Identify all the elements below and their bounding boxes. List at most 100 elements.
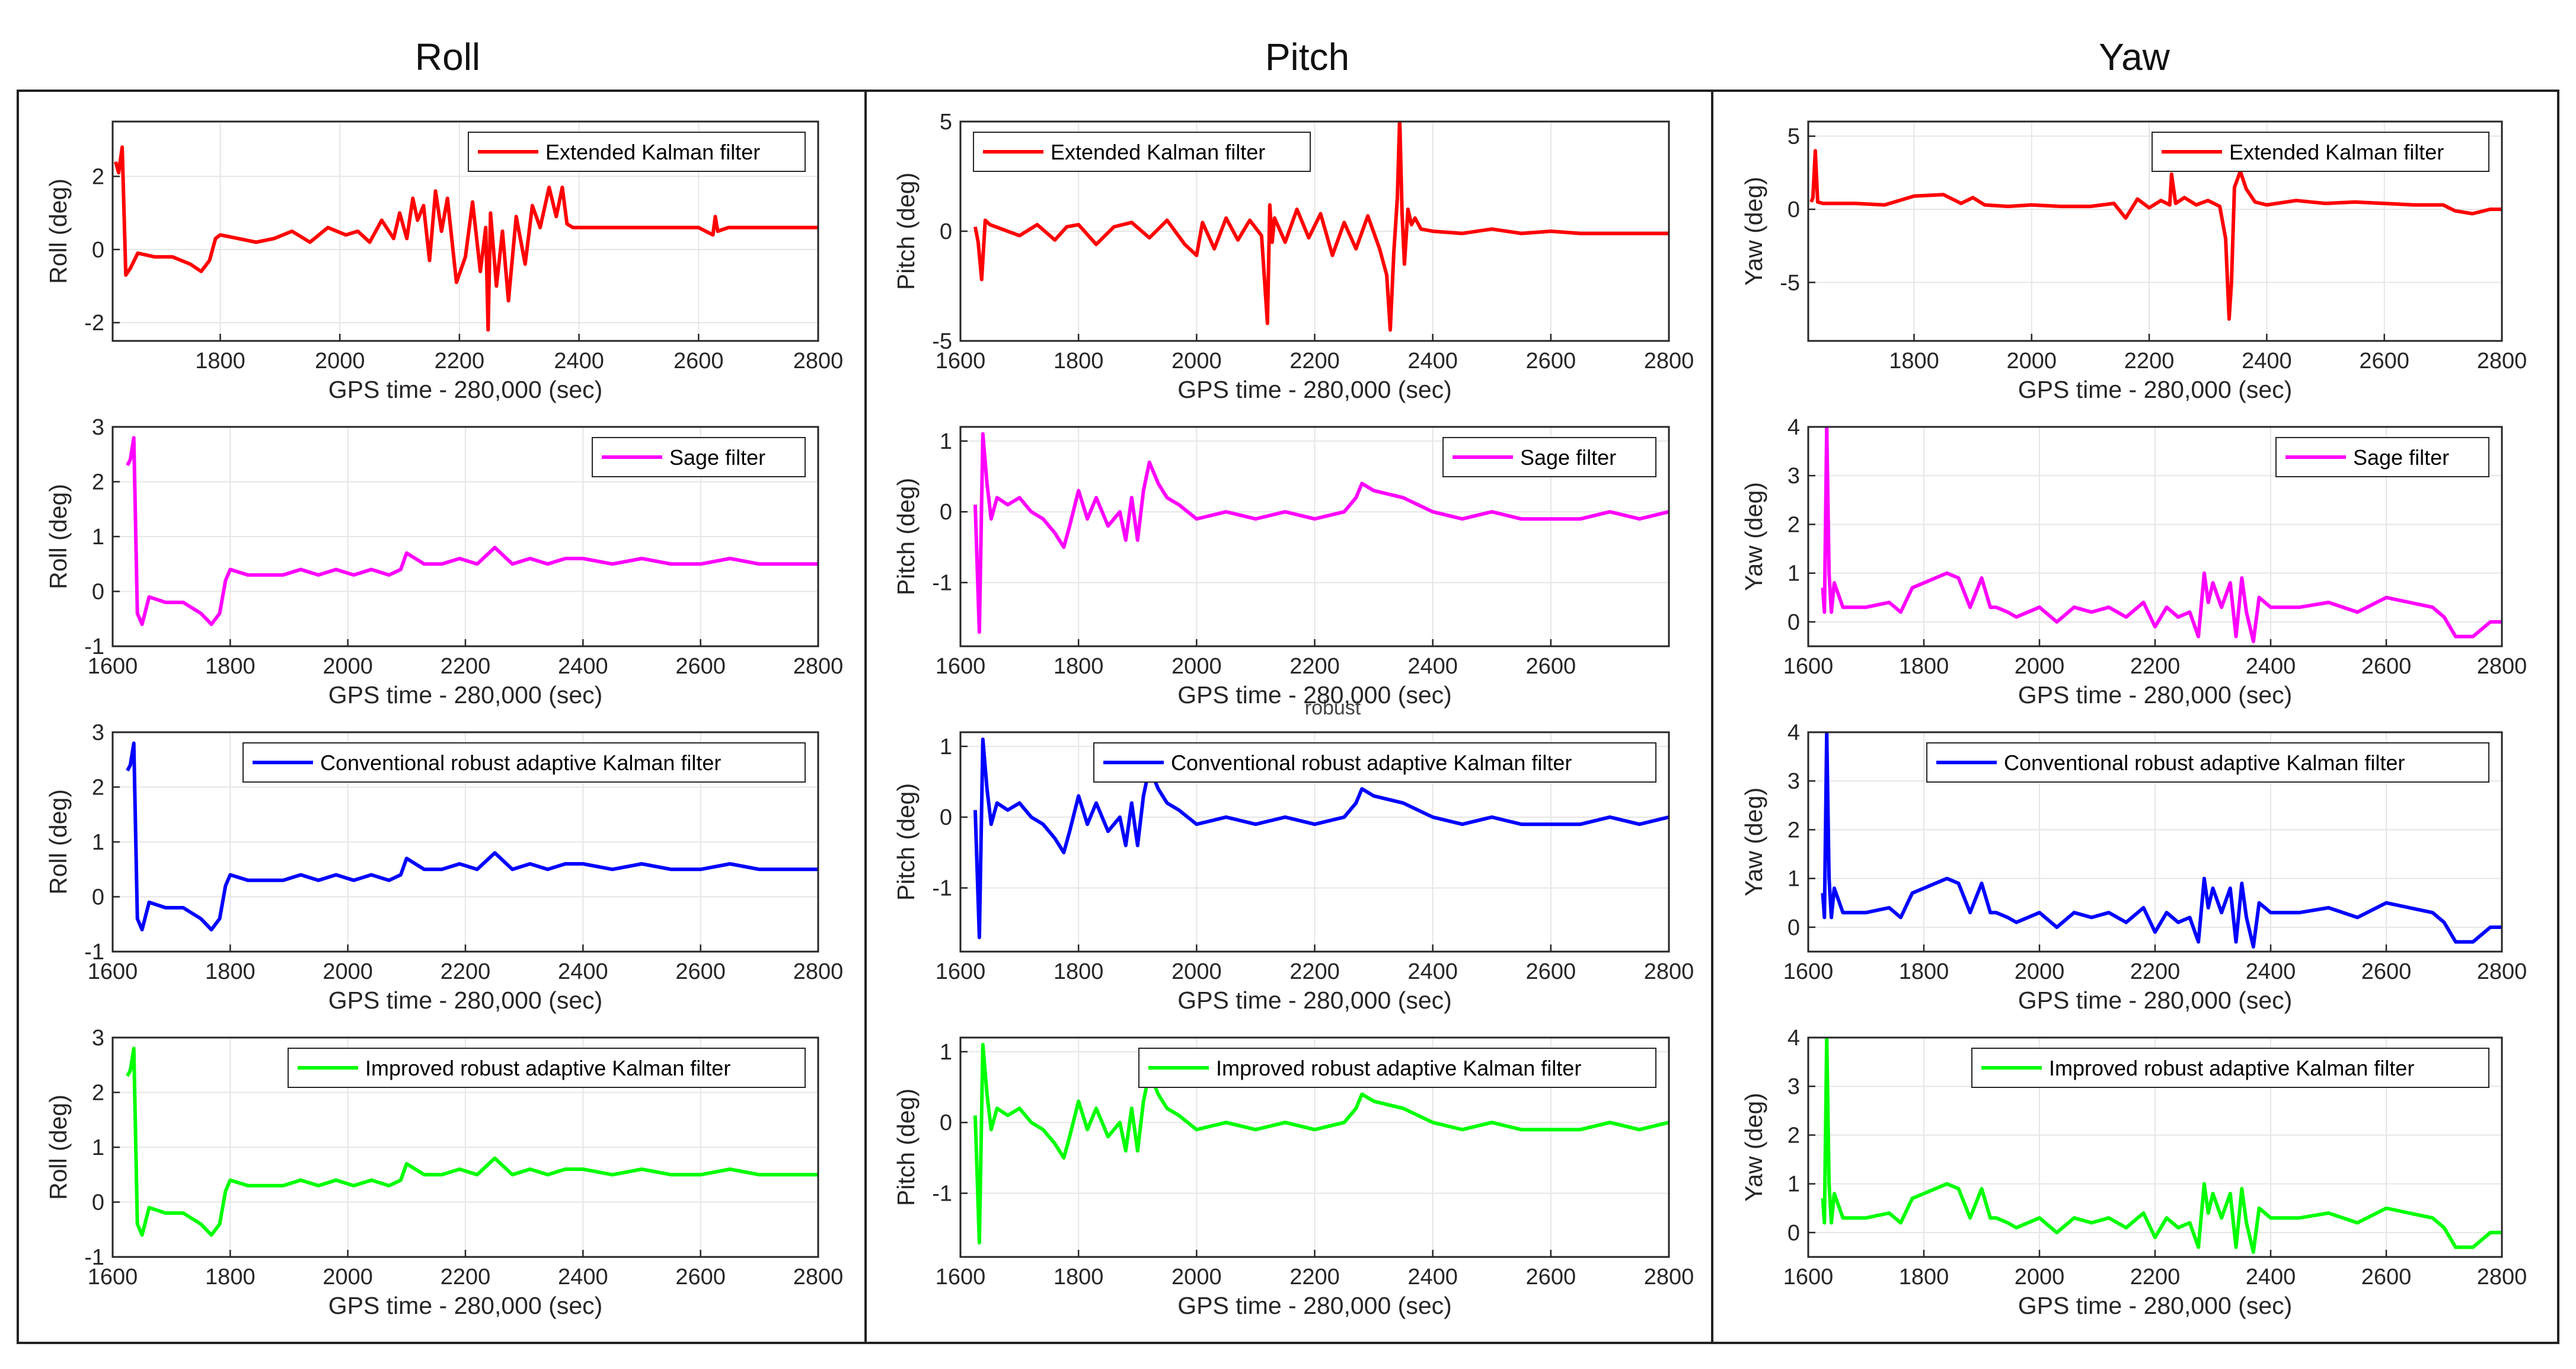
roll-irakf-xlabel: GPS time - 280,000 (sec) (328, 1292, 603, 1319)
yaw-sage-ytick-label: 1 (1787, 561, 1800, 586)
pitch-irakf-xlabel: GPS time - 280,000 (sec) (1177, 1292, 1452, 1319)
roll-ekf-ytick-label: -2 (84, 311, 104, 336)
roll-crakf-xtick-label: 1600 (88, 959, 138, 984)
roll-crakf-axes-box (111, 731, 819, 953)
roll-ekf-series-line (114, 145, 818, 332)
pitch-sage-series-line (973, 432, 1669, 634)
roll-crakf-xtick-label: 2400 (558, 959, 608, 984)
yaw-irakf-legend-box (1971, 1048, 2489, 1088)
yaw-irakf-xtick-label: 2400 (2246, 1265, 2296, 1290)
roll-sage-xtick-label: 2000 (323, 654, 373, 679)
pitch-ekf-xtick-label: 2000 (1172, 349, 1222, 374)
pitch-crakf-xtick-label: 2000 (1172, 959, 1222, 984)
pitch-crakf-chart: 1600 1800 2000 2200 2400 2600 2800 -1 0 1 GPS time… (892, 731, 1694, 1014)
roll-irakf-xtick-label: 2400 (558, 1265, 608, 1290)
pitch-sage-ytick-label: 1 (940, 429, 952, 454)
roll-crakf-legend-label: Conventional robust adaptive Kalman filt… (320, 751, 721, 775)
roll-sage-series-line (126, 436, 818, 626)
pitch-irakf-ytick-label: 1 (940, 1040, 952, 1065)
yaw-irakf-axes-box (1807, 1036, 2503, 1258)
roll-ekf-xtick-label: 2800 (793, 349, 844, 374)
pitch-irakf-ylabel: Pitch (deg) (892, 1089, 920, 1206)
pitch-ekf-ytick-label: -5 (932, 329, 952, 354)
pitch-irakf-chart: 1600 1800 2000 2200 2400 2600 2800 -1 0 1 GPS time… (892, 1036, 1694, 1319)
yaw-sage-ytick-label: 4 (1787, 415, 1800, 440)
pitch-crakf-legend-label: Conventional robust adaptive Kalman filt… (1171, 751, 1572, 775)
yaw-crakf-ytick-label: 3 (1787, 769, 1800, 794)
yaw-ekf-ytick-label: 5 (1787, 125, 1800, 149)
roll-sage-ytick-label: 2 (92, 470, 104, 495)
roll-crakf-ytick-label: 0 (92, 885, 104, 910)
yaw-irakf-chart: 1600 1800 2000 2200 2400 2600 2800 0 1 2 3 4 GPS tim… (1740, 1026, 2527, 1319)
roll-sage-xtick-label: 2600 (675, 654, 726, 679)
pitch-irakf-legend-label: Improved robust adaptive Kalman filter (1216, 1056, 1581, 1080)
yaw-ekf-xtick-label: 1800 (1889, 349, 1939, 374)
roll-crakf-legend-box (242, 742, 806, 783)
yaw-crakf-ytick-label: 0 (1787, 915, 1800, 940)
yaw-irakf-ytick-label: 2 (1787, 1123, 1800, 1148)
pitch-sage-chart: 1600 1800 2000 2200 2400 2600 -1 0 1 GPS time - 2… (892, 426, 1670, 709)
pitch-ekf-xtick-label: 2400 (1407, 349, 1458, 374)
pitch-column-title: Pitch (1265, 36, 1349, 78)
pitch-crakf-axes-box (959, 731, 1670, 953)
yaw-irakf-xtick-label: 2200 (2130, 1265, 2181, 1290)
yaw-crakf-xlabel: GPS time - 280,000 (sec) (2018, 987, 2293, 1014)
pitch-ekf-chart: 1600 1800 2000 2200 2400 2600 2800 -5 0 5 GPS time… (892, 110, 1694, 403)
roll-ekf-chart: 1800 2000 2200 2400 2600 2800 -2 0 2 GPS time - 2… (44, 120, 844, 403)
yaw-crakf-chart: 1600 1800 2000 2200 2400 2600 2800 0 1 2 3 4 GPS tim… (1740, 720, 2527, 1014)
yaw-irakf-ytick-label: 1 (1787, 1172, 1800, 1197)
pitch-ekf-ylabel: Pitch (deg) (892, 173, 920, 290)
roll-irakf-xtick-label: 2000 (323, 1265, 373, 1290)
pitch-crakf-ytick-label: -1 (932, 876, 952, 901)
roll-crakf-xlabel: GPS time - 280,000 (sec) (328, 987, 603, 1014)
yaw-ekf-xtick-label: 2000 (2007, 349, 2057, 374)
yaw-ekf-series-line (1809, 149, 2502, 321)
pitch-irakf-xtick-label: 2400 (1407, 1265, 1458, 1290)
roll-sage-xtick-label: 2800 (793, 654, 844, 679)
yaw-sage-xlabel: GPS time - 280,000 (sec) (2018, 681, 2293, 709)
pitch-crakf-legend-box (1093, 742, 1656, 783)
pitch-crakf-xtick-label: 1800 (1054, 959, 1104, 984)
roll-crakf-xtick-label: 1800 (205, 959, 256, 984)
roll-crakf-ylabel: Roll (deg) (44, 789, 72, 895)
yaw-sage-ytick-label: 2 (1787, 512, 1800, 537)
pitch-crakf-xtick-label: 1600 (936, 959, 986, 984)
pitch-irakf-axes-box (959, 1036, 1670, 1258)
pitch-sage-xtick-label: 2200 (1289, 654, 1340, 679)
roll-ekf-ylabel: Roll (deg) (44, 178, 72, 284)
yaw-irakf-ytick-label: 0 (1787, 1221, 1800, 1246)
pitch-sage-ytick-label: -1 (932, 571, 952, 596)
roll-ekf-ytick-label: 0 (92, 238, 104, 263)
roll-irakf-legend-label: Improved robust adaptive Kalman filter (365, 1056, 730, 1080)
pitch-sage-xlabel: GPS time - 280,000 (sec) (1177, 681, 1452, 709)
roll-sage-xtick-label: 2400 (558, 654, 608, 679)
overlapping-label: robust (1305, 697, 1361, 719)
roll-sage-axes-box (111, 426, 819, 647)
yaw-sage-ytick-label: 3 (1787, 464, 1800, 489)
pitch-crakf-xtick-label: 2200 (1289, 959, 1340, 984)
pitch-irakf-legend-box (1138, 1048, 1656, 1088)
pitch-irakf-xtick-label: 2000 (1172, 1265, 1222, 1290)
pitch-crakf-xlabel: GPS time - 280,000 (sec) (1177, 987, 1452, 1014)
yaw-irakf-legend-label: Improved robust adaptive Kalman filter (2049, 1056, 2414, 1080)
yaw-ekf-ytick-label: -5 (1780, 270, 1800, 295)
roll-crakf-ytick-label: 3 (92, 720, 104, 745)
roll-ekf-xtick-label: 1800 (195, 349, 245, 374)
roll-sage-ylabel: Roll (deg) (44, 484, 72, 589)
pitch-ekf-axes-box (959, 120, 1670, 342)
yaw-ekf-ytick-label: 0 (1787, 197, 1800, 222)
yaw-sage-xtick-label: 2200 (2130, 654, 2181, 679)
roll-sage-legend-label: Sage filter (669, 445, 765, 470)
roll-sage-ytick-label: 0 (92, 580, 104, 605)
yaw-crakf-xtick-label: 1600 (1783, 959, 1834, 984)
roll-crakf-ytick-label: 2 (92, 776, 104, 800)
yaw-sage-chart: 1600 1800 2000 2200 2400 2600 2800 0 1 2 3 4 GPS tim… (1740, 415, 2527, 709)
pitch-crakf-ylabel: Pitch (deg) (892, 783, 920, 901)
roll-crakf-ytick-label: -1 (84, 940, 104, 965)
pitch-irakf-xtick-label: 1800 (1054, 1265, 1104, 1290)
roll-column-title: Roll (415, 36, 480, 78)
roll-irakf-axes-box (111, 1036, 819, 1258)
roll-crakf-ytick-label: 1 (92, 830, 104, 855)
yaw-crakf-legend-label: Conventional robust adaptive Kalman filt… (2004, 751, 2405, 775)
pitch-irakf-xtick-label: 1600 (936, 1265, 986, 1290)
